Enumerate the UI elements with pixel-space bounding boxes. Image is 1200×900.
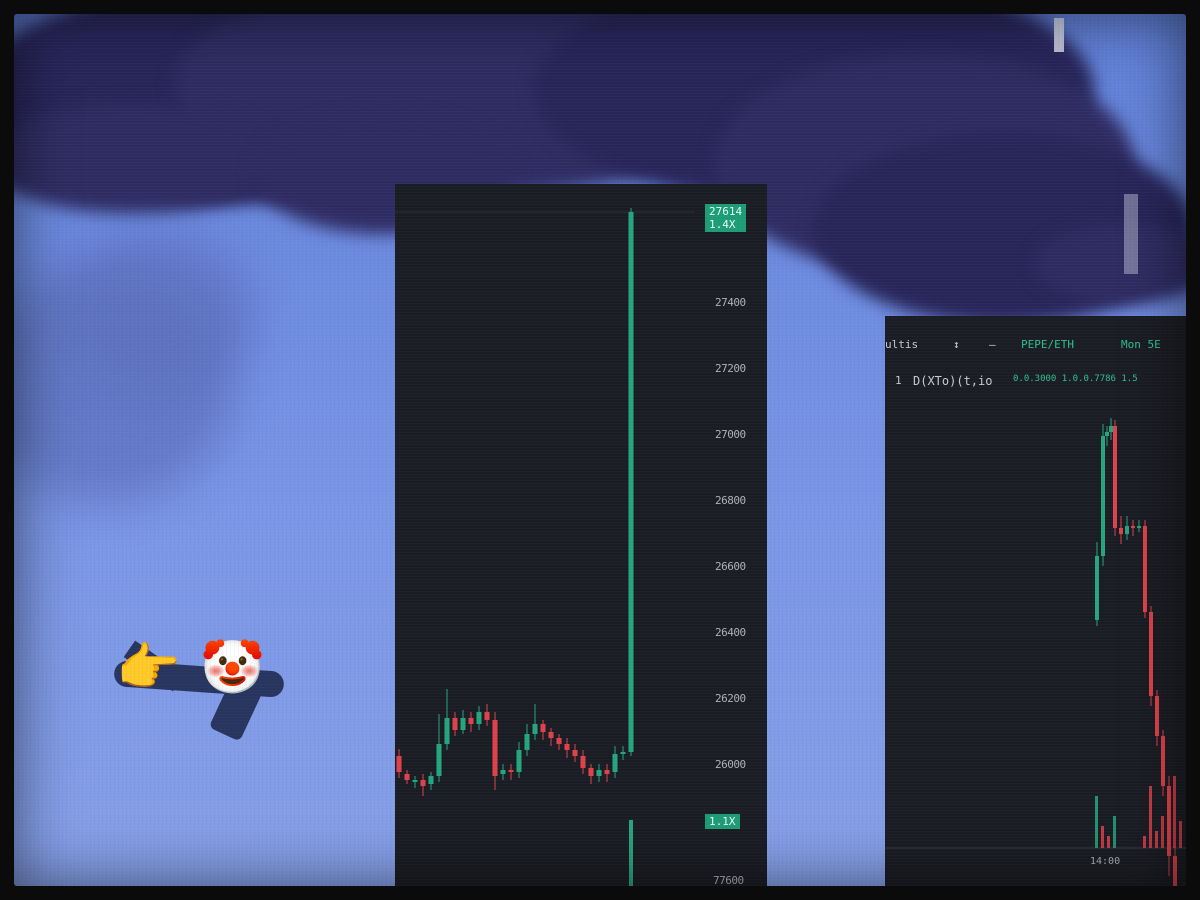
current-price-value: 27614 xyxy=(709,205,743,218)
left-candle-5 xyxy=(428,776,434,784)
left-candle-24 xyxy=(580,756,586,768)
left-candle-6 xyxy=(436,744,442,776)
left-candle-2 xyxy=(404,774,410,780)
left-candle-3 xyxy=(412,780,418,782)
clown-face-emoji: 🤡 xyxy=(200,638,265,698)
left-chart-canvas xyxy=(395,208,695,886)
left-candle-25 xyxy=(588,768,594,776)
right-volume-bar-11 xyxy=(1179,821,1182,848)
left-candle-17 xyxy=(524,734,530,750)
left-candle-27 xyxy=(604,770,610,774)
price-label-26400: 26400 xyxy=(715,626,746,639)
right-volume-bar-6 xyxy=(1149,786,1152,848)
left-candle-20 xyxy=(548,732,554,738)
price-label-27400: 27400 xyxy=(715,296,746,309)
toolbar-divider: – xyxy=(989,338,996,351)
tower-top xyxy=(1124,194,1138,274)
left-price-chart: 27614 1.4X 27400 27200 27000 26800 26600… xyxy=(395,184,767,886)
legend-values: 0.0.3000 1.0.0.7786 1.5 xyxy=(1013,374,1138,384)
right-volume-bar-1 xyxy=(1095,796,1098,848)
tower-antenna xyxy=(1054,18,1064,52)
right-candle-9 xyxy=(1137,526,1141,528)
chart-toolbar: ultis ↕ – PEPE/ETH Mon 5E xyxy=(885,338,1186,356)
right-candle-5 xyxy=(1113,426,1117,528)
price-label-26600: 26600 xyxy=(715,560,746,573)
indicator-legend: 1 D(XTo)(t,io 0.0.3000 1.0.0.7786 1.5 xyxy=(885,374,1186,390)
left-candle-13 xyxy=(492,720,498,776)
right-volume-bar-5 xyxy=(1143,836,1146,848)
right-volume-bar-4 xyxy=(1113,816,1116,848)
left-candle-29 xyxy=(620,752,626,754)
left-candle-16 xyxy=(516,750,522,772)
legend-index: 1 xyxy=(895,374,902,387)
left-candle-9 xyxy=(460,718,466,730)
right-volume-bar-9 xyxy=(1167,836,1170,848)
right-volume-bar-7 xyxy=(1155,831,1158,848)
toolbar-compare-icon[interactable]: ↕ xyxy=(953,338,960,351)
price-label-26200: 26200 xyxy=(715,692,746,705)
current-price-badge: 27614 1.4X xyxy=(705,204,747,232)
volume-multiplier-badge: 1.1X xyxy=(705,814,740,829)
trading-pair-label[interactable]: PEPE/ETH xyxy=(1021,338,1074,351)
right-volume-bar-10 xyxy=(1173,776,1176,848)
current-multiplier-value: 1.4X xyxy=(709,218,736,231)
emoji-plane: 👉 🤡 xyxy=(104,626,285,742)
left-candle-21 xyxy=(556,738,562,744)
right-candle-13 xyxy=(1161,736,1165,786)
left-candle-12 xyxy=(484,712,490,720)
left-candle-1 xyxy=(396,756,402,772)
left-candle-11 xyxy=(476,712,482,724)
toolbar-indicators-button[interactable]: ultis xyxy=(885,338,919,351)
right-candle-15 xyxy=(1173,856,1177,886)
right-volume-bar-3 xyxy=(1107,836,1110,848)
left-candle-18 xyxy=(532,724,538,734)
right-candle-4 xyxy=(1109,426,1113,432)
left-candle-14 xyxy=(500,770,506,774)
price-label-27200: 27200 xyxy=(715,362,746,375)
price-label-partial: 77600 xyxy=(713,874,744,886)
time-axis-label: 14:00 xyxy=(1090,856,1121,867)
price-label-26800: 26800 xyxy=(715,494,746,507)
right-price-chart: ultis ↕ – PEPE/ETH Mon 5E 1 D(XTo)(t,io … xyxy=(885,316,1186,886)
left-candle-22 xyxy=(564,744,570,750)
left-candle-10 xyxy=(468,718,474,724)
left-candle-28 xyxy=(612,754,618,772)
right-candle-3 xyxy=(1105,432,1109,436)
left-candle-4 xyxy=(420,780,426,786)
right-candle-1 xyxy=(1095,556,1099,620)
left-candle-15 xyxy=(508,770,514,772)
price-label-26000: 26000 xyxy=(715,758,746,771)
pointing-hand-emoji: 👉 xyxy=(116,638,181,698)
right-candle-8 xyxy=(1131,526,1135,528)
left-candle-23 xyxy=(572,750,578,756)
right-candle-12 xyxy=(1155,696,1159,736)
right-candle-10 xyxy=(1143,526,1147,612)
left-candle-8 xyxy=(452,718,458,730)
left-candle-26 xyxy=(596,770,602,776)
left-candle-7 xyxy=(444,718,450,744)
right-volume-bar-2 xyxy=(1101,826,1104,848)
left-candle-30 xyxy=(628,212,634,752)
pair-suffix-label: Mon 5E xyxy=(1121,338,1161,351)
left-candle-19 xyxy=(540,724,546,732)
right-candle-11 xyxy=(1149,612,1153,696)
right-chart-canvas xyxy=(885,418,1186,886)
meme-scene: 27614 1.4X 27400 27200 27000 26800 26600… xyxy=(14,14,1186,886)
right-candle-14 xyxy=(1167,786,1171,856)
right-candle-6 xyxy=(1119,528,1123,534)
right-candle-7 xyxy=(1125,526,1129,534)
legend-indicator-name: D(XTo)(t,io xyxy=(913,374,993,388)
right-candle-2 xyxy=(1101,436,1105,556)
price-label-27000: 27000 xyxy=(715,428,746,441)
right-volume-bar-8 xyxy=(1161,816,1164,848)
